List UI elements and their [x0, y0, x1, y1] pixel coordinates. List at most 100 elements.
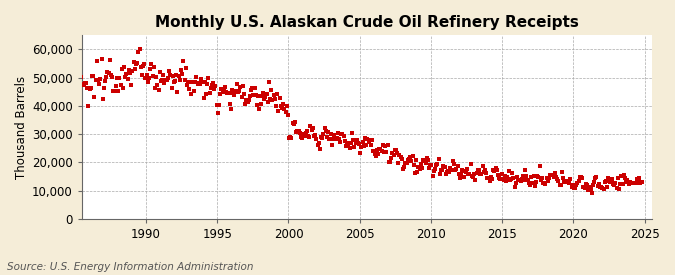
Point: [308, 134, 319, 139]
Point: [416, 166, 427, 170]
Point: [71, 92, 82, 96]
Point: [80, 81, 90, 86]
Point: [583, 188, 593, 192]
Point: [351, 138, 362, 142]
Point: [510, 181, 521, 186]
Point: [288, 121, 298, 125]
Point: [313, 141, 324, 145]
Point: [92, 78, 103, 82]
Point: [146, 62, 157, 66]
Point: [330, 137, 341, 142]
Point: [184, 87, 195, 91]
Point: [155, 70, 165, 75]
Point: [533, 175, 544, 180]
Point: [628, 181, 639, 185]
Point: [343, 144, 354, 148]
Point: [374, 147, 385, 151]
Point: [450, 167, 460, 172]
Point: [615, 182, 626, 186]
Point: [102, 70, 113, 74]
Point: [548, 175, 559, 179]
Point: [324, 137, 335, 141]
Point: [414, 166, 425, 171]
Point: [405, 155, 416, 160]
Point: [369, 152, 380, 156]
Point: [468, 175, 479, 179]
Point: [456, 171, 466, 176]
Point: [305, 123, 316, 128]
Point: [256, 94, 267, 98]
Point: [497, 177, 508, 182]
Point: [433, 157, 444, 161]
Point: [470, 177, 481, 182]
Point: [253, 94, 264, 98]
Point: [523, 181, 534, 186]
Point: [316, 135, 327, 140]
Point: [444, 170, 455, 174]
Point: [452, 163, 463, 168]
Point: [464, 172, 475, 177]
Point: [159, 81, 170, 85]
Point: [437, 167, 448, 172]
Point: [135, 65, 146, 70]
Point: [571, 183, 582, 187]
Point: [105, 57, 115, 62]
Point: [136, 73, 147, 77]
Point: [197, 80, 208, 84]
Point: [190, 79, 200, 84]
Point: [399, 165, 410, 170]
Point: [238, 84, 248, 89]
Point: [298, 132, 308, 137]
Point: [531, 179, 541, 184]
Point: [601, 185, 612, 189]
Point: [113, 88, 124, 93]
Point: [629, 181, 640, 185]
Point: [144, 76, 155, 81]
Point: [174, 78, 185, 82]
Point: [173, 74, 184, 78]
Point: [364, 138, 375, 142]
Point: [572, 180, 583, 185]
Point: [259, 97, 269, 101]
Point: [318, 132, 329, 137]
Point: [255, 102, 266, 106]
Point: [424, 166, 435, 170]
Point: [219, 87, 230, 91]
Point: [267, 98, 278, 103]
Point: [177, 72, 188, 76]
Point: [577, 176, 588, 181]
Point: [401, 161, 412, 165]
Point: [526, 174, 537, 179]
Point: [203, 76, 214, 80]
Point: [553, 179, 564, 183]
Point: [612, 176, 623, 180]
Point: [107, 74, 117, 79]
Point: [109, 89, 120, 93]
Point: [368, 149, 379, 153]
Point: [601, 178, 612, 183]
Point: [199, 80, 210, 84]
Point: [421, 156, 432, 160]
Point: [133, 50, 144, 55]
Point: [552, 177, 563, 182]
Point: [546, 173, 557, 177]
Point: [440, 172, 451, 176]
Point: [595, 185, 605, 189]
Point: [209, 87, 219, 91]
Point: [86, 73, 97, 78]
Point: [293, 129, 304, 133]
Point: [599, 180, 610, 184]
Point: [81, 81, 92, 85]
Point: [518, 178, 529, 183]
Point: [119, 65, 130, 69]
Point: [322, 135, 333, 139]
Point: [396, 155, 406, 159]
Point: [74, 94, 84, 98]
Point: [415, 162, 426, 166]
Point: [540, 182, 551, 186]
Point: [266, 87, 277, 92]
Point: [208, 81, 219, 85]
Point: [268, 93, 279, 97]
Point: [479, 168, 490, 172]
Point: [507, 170, 518, 175]
